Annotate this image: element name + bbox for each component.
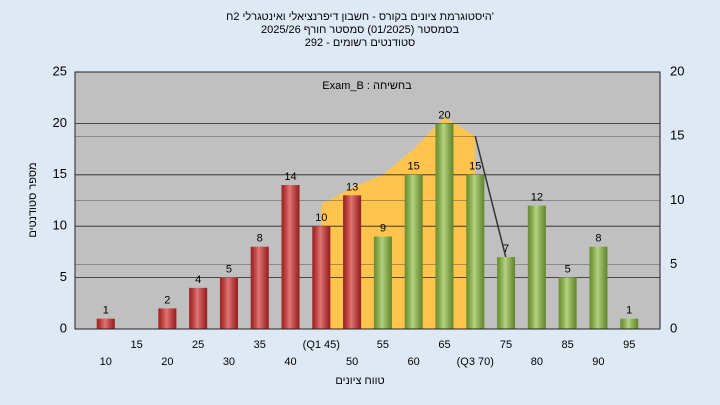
value-label: 7 [503, 243, 509, 255]
x-tick-label: 65 [438, 339, 450, 351]
value-label: 9 [380, 222, 386, 234]
value-label: 1 [626, 305, 632, 317]
value-label: 5 [226, 264, 232, 276]
x-tick-label: 35 [254, 339, 266, 351]
bar-shade [158, 308, 177, 329]
value-label: 12 [531, 192, 543, 204]
y2-tick-label: 0 [670, 320, 677, 335]
x-axis-label: טווח ציונים [335, 375, 384, 387]
bar-shade [96, 318, 115, 329]
x-tick-label: 75 [500, 339, 512, 351]
x-tick-label: 80 [531, 356, 543, 368]
x-tick-label: (Q3 70) [457, 356, 494, 368]
bar-shade [219, 277, 238, 329]
value-label: 2 [164, 294, 170, 306]
bar-shade [281, 185, 300, 329]
y-tick-label: 20 [53, 115, 67, 130]
bar-shade [312, 226, 331, 329]
bar-shade [435, 123, 454, 330]
bar-shade [343, 195, 362, 329]
bar-shade [497, 257, 516, 329]
bar-shade [466, 174, 485, 329]
x-tick-label: 15 [130, 339, 142, 351]
bar-shade [558, 277, 577, 329]
value-label: 15 [469, 161, 481, 173]
y-tick-label: 5 [60, 269, 67, 284]
x-tick-label: 30 [223, 356, 235, 368]
x-tick-label: 90 [592, 356, 604, 368]
x-tick-label: 40 [284, 356, 296, 368]
bar-shade [527, 205, 546, 329]
value-label: 20 [438, 109, 450, 121]
title-line: בסמסטר (01/2025) סמסטר חורף 2025/26 [261, 24, 459, 36]
y-tick-label: 25 [53, 63, 67, 78]
x-tick-label: 85 [562, 339, 574, 351]
y2-tick-label: 5 [670, 256, 677, 271]
line [474, 136, 507, 259]
x-tick-label: 55 [377, 339, 389, 351]
bar-shade [189, 287, 208, 329]
x-tick-label: (Q1 45) [303, 339, 340, 351]
y-axis-label: מספר סטודנטים [27, 162, 39, 237]
y-tick-label: 10 [53, 218, 67, 233]
value-label: 4 [195, 274, 201, 286]
title-line: סטודנטים רשומים - 292 [305, 37, 416, 49]
title-line: היסטוגרמת ציונים בקורס - חשבון דיפרנציאל… [226, 10, 494, 23]
bar-shade [404, 174, 423, 329]
x-tick-label: 10 [100, 356, 112, 368]
value-label: 13 [346, 181, 358, 193]
y-tick-label: 15 [53, 166, 67, 181]
bar-shade [589, 246, 608, 329]
y-tick-label: 0 [60, 320, 67, 335]
y2-tick-label: 20 [670, 63, 684, 78]
bar-shade [373, 236, 392, 329]
value-label: 14 [284, 171, 296, 183]
y2-tick-label: 10 [670, 192, 684, 207]
plot-border [74, 71, 661, 330]
x-tick-label: 60 [408, 356, 420, 368]
bar-shade [250, 246, 269, 329]
value-label: 10 [315, 212, 327, 224]
x-tick-label: 50 [346, 356, 358, 368]
x-tick-label: 95 [623, 339, 635, 351]
x-tick-label: 25 [192, 339, 204, 351]
bar-shade [620, 318, 639, 329]
x-tick-label: 20 [161, 356, 173, 368]
value-label: 8 [257, 233, 263, 245]
y2-tick-label: 15 [670, 128, 684, 143]
value-label: 5 [565, 264, 571, 276]
value-label: 8 [595, 233, 601, 245]
value-label: 1 [103, 305, 109, 317]
annotation: Exam_B : בחשיחה [322, 80, 412, 92]
value-label: 15 [408, 161, 420, 173]
